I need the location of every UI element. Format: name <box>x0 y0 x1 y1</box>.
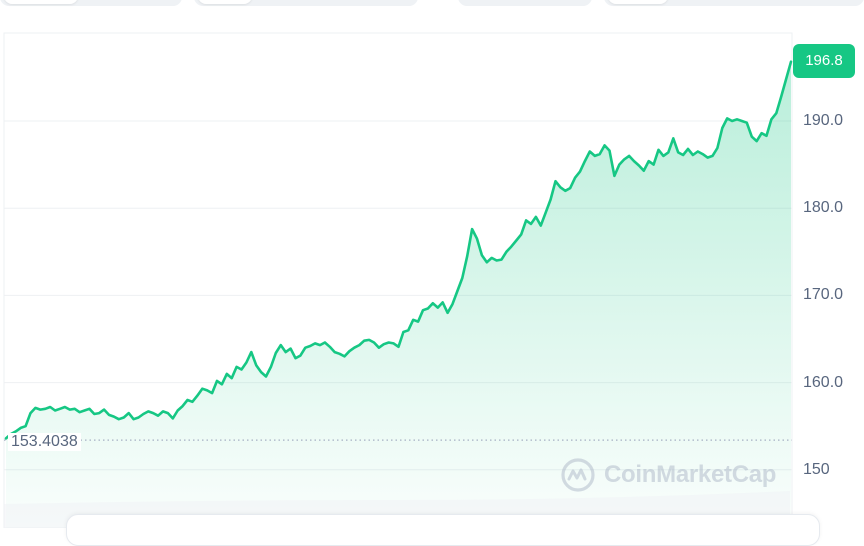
y-tick-label: 150 <box>803 460 830 478</box>
toolbar-view-group[interactable] <box>604 0 864 6</box>
price-line[interactable] <box>4 60 793 440</box>
baseline-price-label: 153.4038 <box>8 433 81 451</box>
toolbar-tab-active[interactable] <box>4 0 78 4</box>
coinmarketcap-logo-icon <box>561 458 595 492</box>
coinmarketcap-watermark: CoinMarketCap <box>560 457 776 493</box>
price-chart[interactable] <box>0 0 864 529</box>
watermark-text: CoinMarketCap <box>604 461 777 488</box>
y-tick-label: 180.0 <box>803 199 844 217</box>
price-area-fill <box>6 61 791 528</box>
y-tick-label: 160.0 <box>803 373 844 391</box>
bottom-panel-edge <box>66 514 820 546</box>
toolbar-range-group[interactable] <box>194 0 418 6</box>
y-tick-label: 190.0 <box>803 112 844 129</box>
toolbar-view-active[interactable] <box>608 0 668 4</box>
toolbar-scale-group[interactable] <box>458 0 592 6</box>
top-toolbar-edge <box>0 0 864 8</box>
price-chart-svg[interactable] <box>0 0 864 529</box>
y-tick-label: 170.0 <box>803 286 844 304</box>
toolbar-tab-group[interactable] <box>0 0 182 6</box>
toolbar-range-active[interactable] <box>198 0 252 4</box>
current-price-tag: 196.8 <box>793 44 855 78</box>
